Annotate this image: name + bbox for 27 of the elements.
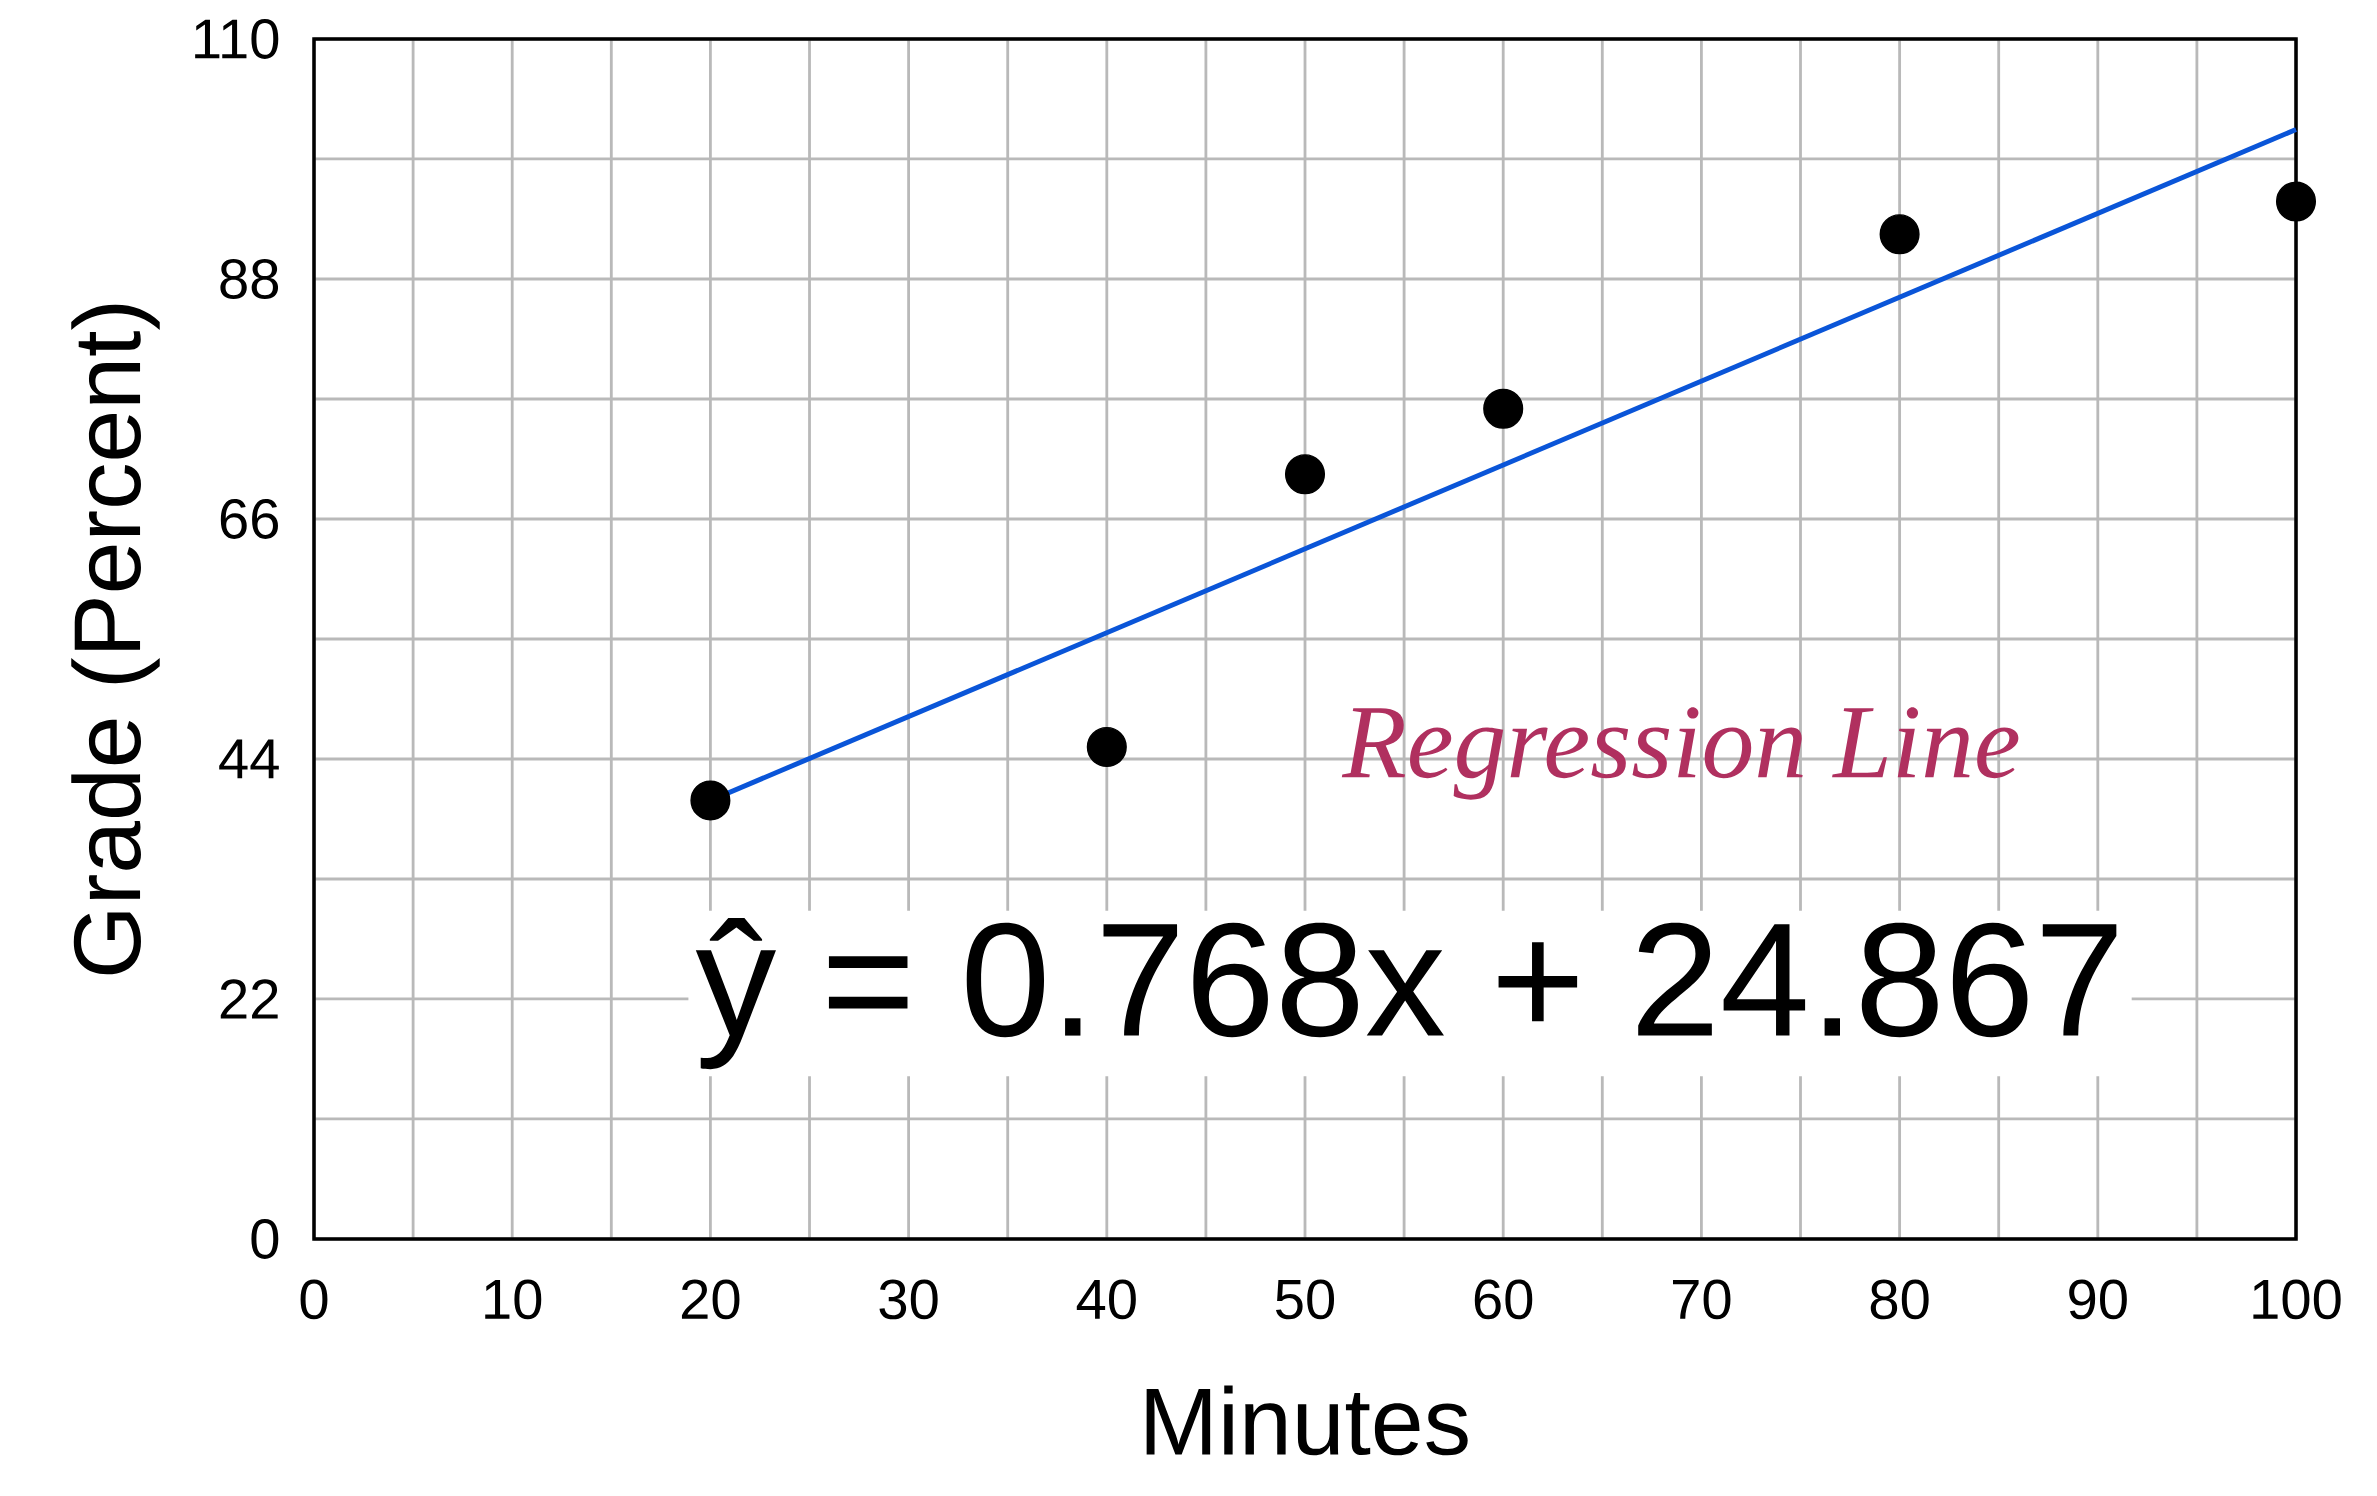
x-tick-label: 70 (1673, 1279, 1731, 1320)
point (1879, 214, 1920, 255)
y-tick-label: 44 (219, 739, 279, 779)
x-tick-label: 80 (1870, 1279, 1929, 1320)
x-tick-label: 30 (879, 1279, 938, 1320)
x-tick-label: 50 (1275, 1279, 1335, 1320)
x-axis-title: Minutes (1146, 1385, 1468, 1456)
x-tick-label: 20 (681, 1279, 740, 1320)
y-tick-label: 88 (220, 259, 279, 299)
y-tick-label: 22 (220, 979, 278, 1019)
x-tick-label: 90 (2069, 1279, 2127, 1320)
y-tick-label: 0 (251, 1219, 279, 1259)
y-tick-label: 66 (220, 499, 278, 539)
x-tick-label: 40 (1076, 1279, 1136, 1320)
x-tick-label: 100 (2253, 1279, 2341, 1320)
point (1483, 388, 1524, 429)
y-axis-title: Grade (Percent) (71, 304, 160, 975)
point (1086, 726, 1127, 768)
annotation: Regression Line (1341, 707, 2019, 800)
y-tick-label: 110 (195, 19, 279, 59)
point (690, 780, 731, 821)
annotation: ŷ = 0.768x + 24.867 (695, 917, 2117, 1070)
point (1284, 454, 1326, 495)
x-tick-label: 10 (485, 1279, 542, 1320)
point (2275, 181, 2317, 222)
x-tick-label: 60 (1474, 1279, 1533, 1320)
x-tick-label: 0 (300, 1279, 328, 1320)
